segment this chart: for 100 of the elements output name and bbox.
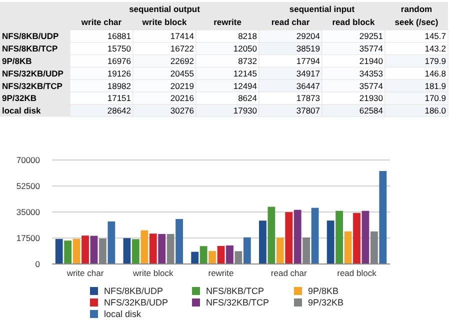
y-tick-label: 35000 bbox=[16, 207, 40, 217]
bar bbox=[268, 206, 276, 264]
bar bbox=[90, 236, 98, 264]
data-label: 17873 bbox=[296, 93, 320, 104]
data-label: 181.9 bbox=[424, 80, 446, 91]
bar bbox=[55, 238, 63, 264]
bar bbox=[285, 212, 293, 264]
legend-label: NFS/32KB/TCP bbox=[206, 298, 270, 308]
data-label: 145.7 bbox=[424, 31, 446, 42]
x-tick-label: write block bbox=[141, 17, 187, 27]
data-label: 12145 bbox=[233, 68, 258, 78]
y-tick-label: 52500 bbox=[16, 181, 40, 191]
data-label: 17794 bbox=[296, 56, 320, 66]
data-label: 8624 bbox=[238, 93, 258, 104]
x-tick-label: write block bbox=[132, 268, 174, 278]
data-label: 35774 bbox=[359, 44, 384, 54]
y-tick-label: 17500 bbox=[16, 233, 40, 243]
bar bbox=[208, 251, 216, 264]
bar bbox=[217, 246, 225, 264]
data-label: 17930 bbox=[233, 106, 258, 116]
bar bbox=[158, 234, 166, 264]
data-label: 20455 bbox=[170, 68, 194, 78]
data-label: 21940 bbox=[359, 56, 384, 66]
data-label: 34917 bbox=[296, 68, 320, 78]
legend-label: NFS/32KB/UDP bbox=[104, 298, 168, 308]
data-label: 15750 bbox=[107, 44, 132, 54]
data-label: 30276 bbox=[170, 106, 194, 116]
x-tick-label: write char bbox=[80, 17, 122, 27]
bar bbox=[326, 220, 334, 264]
data-label: 29204 bbox=[296, 31, 320, 42]
y-tick-label: 0 bbox=[35, 259, 40, 269]
legend-label: 9P/8KB bbox=[308, 286, 339, 296]
x-tick-label: read block bbox=[332, 17, 376, 27]
data-label: 12494 bbox=[233, 80, 258, 91]
data-label: 22692 bbox=[170, 56, 194, 66]
bar bbox=[176, 219, 183, 264]
bar bbox=[108, 221, 116, 264]
data-label: 8732 bbox=[238, 56, 258, 66]
y-tick-label: 70000 bbox=[16, 155, 40, 165]
data-label: 21930 bbox=[359, 93, 384, 104]
data-label: 35774 bbox=[359, 80, 384, 91]
bar bbox=[72, 238, 80, 264]
bar bbox=[149, 234, 157, 264]
y-tick-label: 9P/32KB bbox=[2, 93, 36, 104]
legend-label: NFS/8KB/UDP bbox=[104, 286, 164, 296]
bar bbox=[362, 210, 370, 264]
data-label: 62584 bbox=[359, 106, 384, 116]
data-label: 16881 bbox=[107, 31, 132, 42]
bar bbox=[379, 171, 387, 264]
data-label: 146.8 bbox=[424, 68, 446, 78]
bar bbox=[311, 208, 319, 264]
bar bbox=[226, 245, 234, 264]
x-tick-label: write char bbox=[66, 268, 104, 278]
bar bbox=[243, 237, 251, 264]
bar bbox=[344, 231, 352, 264]
bar bbox=[140, 230, 148, 264]
x-tick-label: rewrite bbox=[208, 268, 234, 278]
y-tick-label: NFS/8KB/TCP bbox=[2, 44, 58, 54]
y-tick-label: NFS/8KB/UDP bbox=[2, 31, 60, 42]
data-label: 37807 bbox=[296, 106, 320, 116]
data-label: 17151 bbox=[107, 93, 132, 104]
data-label: 170.9 bbox=[424, 93, 446, 104]
bar bbox=[336, 210, 344, 264]
y-tick-label: local disk bbox=[2, 106, 42, 116]
y-tick-label: NFS/32KB/UDP bbox=[2, 68, 64, 78]
x-tick-label: random seek (/sec) bbox=[394, 4, 438, 27]
x-tick-label: read char bbox=[271, 17, 310, 27]
bar bbox=[64, 240, 72, 264]
data-label: 16722 bbox=[170, 44, 194, 54]
bar bbox=[123, 238, 131, 264]
legend-label: local disk bbox=[104, 309, 142, 319]
data-label: 12050 bbox=[233, 44, 258, 54]
legend-label: NFS/8KB/TCP bbox=[206, 286, 264, 296]
bar bbox=[82, 236, 89, 264]
data-label: 17414 bbox=[170, 31, 194, 42]
legend-label: 9P/32KB bbox=[308, 298, 344, 308]
data-label: 16976 bbox=[107, 56, 132, 66]
bar bbox=[200, 246, 208, 264]
data-label: 38519 bbox=[296, 44, 320, 54]
bar bbox=[191, 252, 199, 264]
data-label: 34353 bbox=[359, 68, 384, 78]
data-label: 29251 bbox=[359, 31, 384, 42]
y-tick-label: 9P/8KB bbox=[2, 56, 32, 66]
bar bbox=[259, 220, 266, 264]
text: sequential output bbox=[129, 4, 200, 14]
bar bbox=[276, 238, 284, 264]
data-label: 143.2 bbox=[424, 44, 446, 54]
data-label: 18982 bbox=[107, 80, 132, 91]
y-tick-label: NFS/32KB/TCP bbox=[2, 80, 63, 91]
data-label: 8218 bbox=[238, 31, 258, 42]
data-label: 20219 bbox=[170, 80, 194, 91]
bar bbox=[132, 239, 140, 264]
data-label: 186.0 bbox=[424, 106, 446, 116]
x-tick-label: read char bbox=[270, 268, 307, 278]
data-label: 20216 bbox=[170, 93, 194, 104]
bar bbox=[294, 210, 302, 264]
x-tick-label: rewrite bbox=[214, 17, 242, 27]
data-label: 19126 bbox=[107, 68, 132, 78]
data-label: 36447 bbox=[296, 80, 320, 91]
data-label: 179.9 bbox=[424, 56, 446, 66]
